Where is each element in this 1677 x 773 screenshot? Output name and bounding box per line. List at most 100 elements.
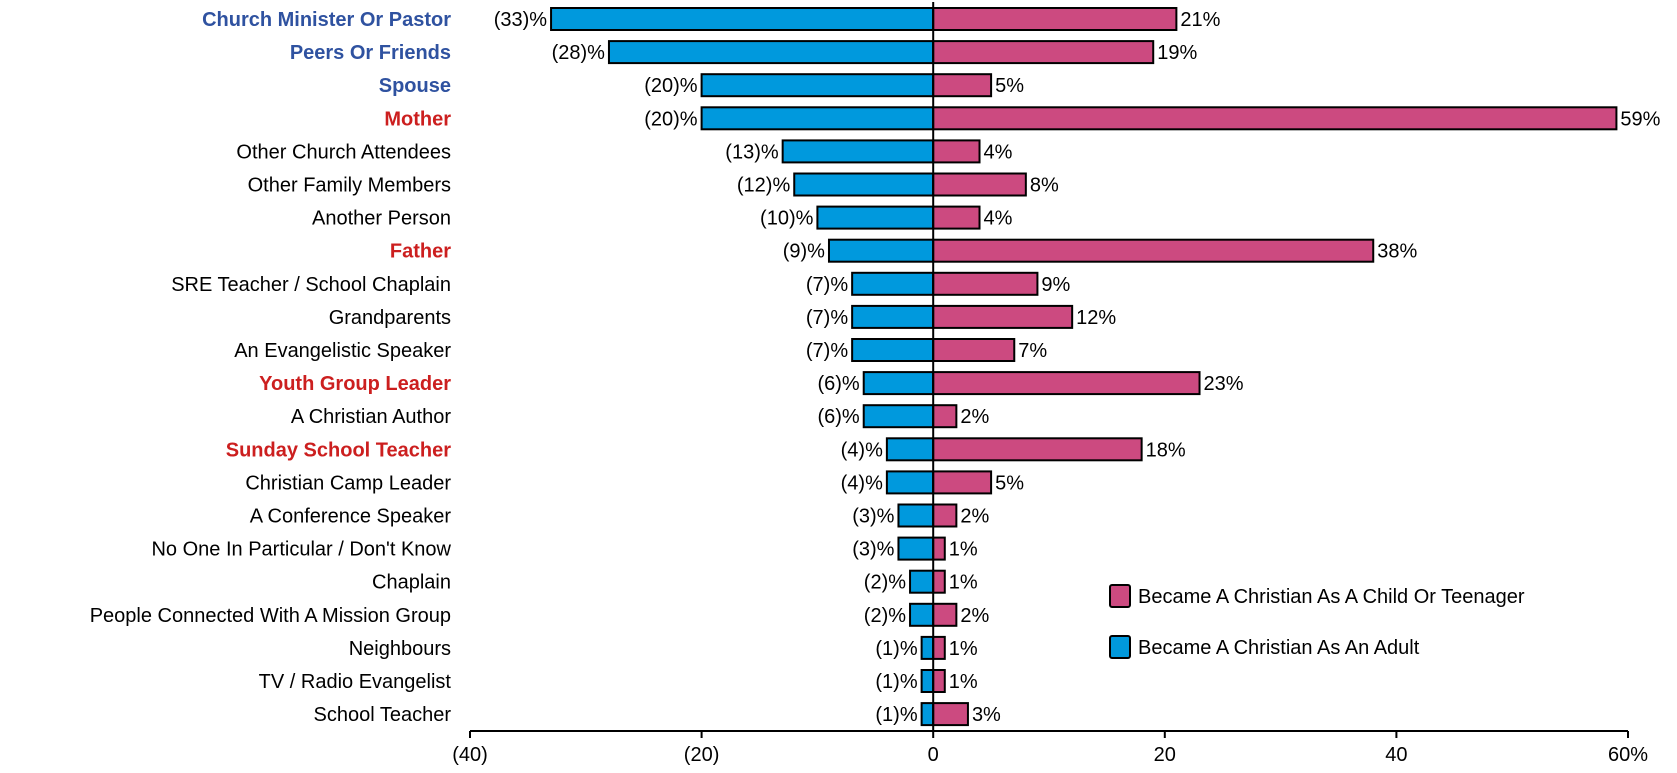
category-label: An Evangelistic Speaker bbox=[234, 340, 451, 362]
category-label: Spouse bbox=[379, 75, 451, 97]
bar-adult bbox=[827, 238, 935, 263]
value-label-adult: (4)% bbox=[841, 472, 883, 494]
value-label-adult: (4)% bbox=[841, 439, 883, 461]
value-label-adult: (7)% bbox=[806, 274, 848, 296]
category-label: Youth Group Leader bbox=[259, 373, 451, 395]
category-label: Father bbox=[390, 241, 451, 263]
category-label: TV / Radio Evangelist bbox=[259, 671, 452, 693]
category-label: Peers Or Friends bbox=[290, 42, 451, 64]
category-label: No One In Particular / Don't Know bbox=[151, 539, 451, 561]
bar-adult bbox=[816, 205, 935, 230]
bar-child-teen bbox=[932, 7, 1178, 31]
bar-adult bbox=[793, 172, 935, 197]
category-label: Grandparents bbox=[329, 307, 451, 329]
value-label-adult: (6)% bbox=[817, 406, 859, 428]
value-label-child-teen: 1% bbox=[949, 572, 978, 594]
value-label-child-teen: 5% bbox=[995, 472, 1024, 494]
bar-child-teen bbox=[932, 304, 1074, 329]
value-labels: (33)%(28)% (20)% (20)% (13)% (12)% (10)% (9)% (… bbox=[494, 9, 1661, 726]
bar-adult bbox=[851, 338, 935, 362]
bar-child-teen bbox=[932, 569, 946, 594]
x-tick-label: 0 bbox=[928, 744, 939, 766]
value-label-adult: (20)% bbox=[644, 108, 698, 130]
value-label-child-teen: 7% bbox=[1018, 340, 1047, 362]
value-label-adult: (3)% bbox=[852, 539, 894, 561]
value-label-child-teen: 1% bbox=[949, 638, 978, 660]
value-label-child-teen: 2% bbox=[960, 506, 989, 528]
value-label-adult: (1)% bbox=[875, 638, 917, 660]
category-label: Other Family Members bbox=[248, 175, 451, 197]
bar-adult bbox=[851, 304, 935, 329]
value-label-adult: (7)% bbox=[806, 307, 848, 329]
value-label-child-teen: 2% bbox=[960, 406, 989, 428]
bar-adult bbox=[851, 271, 935, 296]
bar-child-teen bbox=[932, 635, 946, 660]
value-label-adult: (33)% bbox=[494, 9, 548, 31]
bar-child-teen bbox=[932, 40, 1155, 65]
bar-adult bbox=[897, 503, 935, 528]
legend-label: Became A Christian As An Adult bbox=[1138, 637, 1420, 659]
axes: (40) (20) 0 20 40 60% bbox=[452, 2, 1648, 766]
value-label-adult: (7)% bbox=[806, 340, 848, 362]
value-label-adult: (20)% bbox=[644, 75, 698, 97]
bar-adult bbox=[885, 470, 935, 495]
category-label: A Conference Speaker bbox=[250, 506, 452, 528]
category-label: Other Church Attendees bbox=[236, 141, 451, 163]
category-label: Chaplain bbox=[372, 572, 451, 594]
value-label-adult: (9)% bbox=[783, 241, 825, 263]
bar-adult bbox=[700, 73, 935, 98]
value-label-child-teen: 2% bbox=[960, 605, 989, 627]
bar-adult bbox=[897, 536, 935, 561]
category-label: People Connected With A Mission Group bbox=[90, 605, 451, 627]
bar-child-teen bbox=[932, 271, 1039, 296]
bar-child-teen bbox=[932, 338, 1016, 362]
x-tick-label: (40) bbox=[452, 744, 488, 766]
category-label: Christian Camp Leader bbox=[245, 472, 451, 494]
category-label: School Teacher bbox=[314, 704, 452, 726]
legend-swatch bbox=[1109, 584, 1131, 608]
category-label: Another Person bbox=[312, 208, 451, 230]
value-label-child-teen: 9% bbox=[1041, 274, 1070, 296]
bar-adult bbox=[920, 702, 935, 727]
value-label-child-teen: 4% bbox=[984, 141, 1013, 163]
x-tick-label: 60% bbox=[1608, 744, 1648, 766]
bar-adult bbox=[909, 569, 935, 594]
value-label-child-teen: 4% bbox=[984, 208, 1013, 230]
x-tick-label: 40 bbox=[1385, 744, 1407, 766]
value-label-adult: (1)% bbox=[875, 671, 917, 693]
category-label: Mother bbox=[384, 108, 451, 130]
bar-child-teen bbox=[932, 437, 1143, 462]
value-label-adult: (2)% bbox=[864, 572, 906, 594]
bar-child-teen bbox=[932, 73, 993, 98]
bar-adult bbox=[885, 437, 935, 462]
bar-child-teen bbox=[932, 205, 981, 230]
value-label-adult: (13)% bbox=[725, 141, 779, 163]
bar-child-teen bbox=[932, 238, 1375, 263]
bar-child-teen bbox=[932, 602, 958, 627]
value-label-child-teen: 12% bbox=[1076, 307, 1116, 329]
value-label-adult: (28)% bbox=[552, 42, 606, 64]
bar-child-teen bbox=[932, 404, 958, 429]
bar-adult bbox=[862, 371, 935, 396]
bar-child-teen bbox=[932, 139, 981, 164]
x-tick-label: (20) bbox=[684, 744, 720, 766]
bar-child-teen bbox=[932, 503, 958, 528]
value-label-child-teen: 23% bbox=[1204, 373, 1244, 395]
value-label-adult: (3)% bbox=[852, 506, 894, 528]
value-label-child-teen: 18% bbox=[1146, 439, 1186, 461]
legend-label: Became A Christian As A Child Or Teenage… bbox=[1138, 586, 1525, 608]
value-label-adult: (10)% bbox=[760, 208, 814, 230]
bar-adult bbox=[862, 404, 935, 429]
category-labels: Church Minister Or Pastor Peers Or Friend… bbox=[90, 9, 452, 726]
bar-child-teen bbox=[932, 702, 969, 727]
legend: Became A Christian As A Child Or Teenage… bbox=[1109, 584, 1525, 659]
value-label-child-teen: 19% bbox=[1157, 42, 1197, 64]
value-label-child-teen: 8% bbox=[1030, 175, 1059, 197]
value-label-child-teen: 5% bbox=[995, 75, 1024, 97]
legend-swatch bbox=[1109, 635, 1131, 659]
category-label: SRE Teacher / School Chaplain bbox=[171, 274, 451, 296]
bar-adult bbox=[781, 139, 935, 164]
category-label: A Christian Author bbox=[291, 406, 451, 428]
bar-child-teen bbox=[932, 536, 946, 561]
